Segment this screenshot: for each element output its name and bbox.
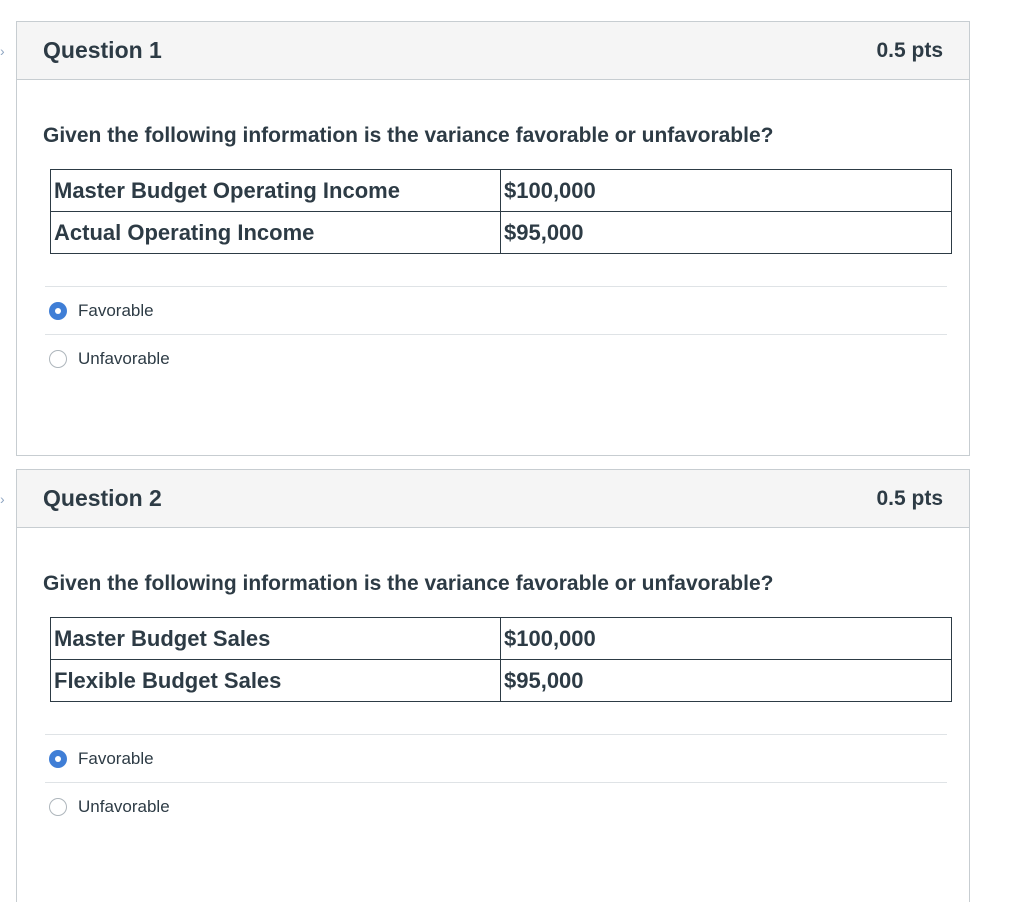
question-1: Question 1 0.5 pts Given the following i… <box>16 21 970 456</box>
table-row-label: Master Budget Operating Income <box>50 169 501 212</box>
table-row-label: Flexible Budget Sales <box>50 659 501 702</box>
answer-option-favorable[interactable]: Favorable <box>45 734 947 782</box>
question-1-title: Question 1 <box>43 37 162 63</box>
table-row: Actual Operating Income $95,000 <box>50 211 952 254</box>
answer-option-favorable[interactable]: Favorable <box>45 286 947 334</box>
answer-option-unfavorable[interactable]: Unfavorable <box>45 782 947 830</box>
radio-selected-icon[interactable] <box>49 301 67 320</box>
table-row-value: $95,000 <box>500 211 952 254</box>
table-row-value: $100,000 <box>500 169 952 212</box>
table-row: Master Budget Operating Income $100,000 <box>50 169 952 212</box>
radio-selected-icon[interactable] <box>49 749 67 768</box>
question-2-info-table: Master Budget Sales $100,000 Flexible Bu… <box>50 617 952 702</box>
question-2-body: Given the following information is the v… <box>17 528 969 902</box>
table-row-label: Actual Operating Income <box>50 211 501 254</box>
question-2-prompt: Given the following information is the v… <box>43 572 774 595</box>
answer-label[interactable]: Favorable <box>78 300 154 320</box>
radio-unselected-icon[interactable] <box>49 797 67 816</box>
answer-option-unfavorable[interactable]: Unfavorable <box>45 334 947 382</box>
question-1-prompt: Given the following information is the v… <box>43 124 774 147</box>
table-row-value: $95,000 <box>500 659 952 702</box>
table-row-label: Master Budget Sales <box>50 617 501 660</box>
question-1-answers: Favorable Unfavorable <box>45 286 947 382</box>
question-1-body: Given the following information is the v… <box>17 80 969 455</box>
table-row: Flexible Budget Sales $95,000 <box>50 659 952 702</box>
question-1-header: Question 1 0.5 pts <box>17 22 969 80</box>
question-1-info-table: Master Budget Operating Income $100,000 … <box>50 169 952 254</box>
flag-question-2-icon[interactable]: › <box>0 491 5 507</box>
question-2-points: 0.5 pts <box>876 486 943 510</box>
question-2-answers: Favorable Unfavorable <box>45 734 947 830</box>
answer-label[interactable]: Unfavorable <box>78 796 170 816</box>
question-2-title: Question 2 <box>43 485 162 511</box>
answer-label[interactable]: Unfavorable <box>78 348 170 368</box>
answer-label[interactable]: Favorable <box>78 748 154 768</box>
question-2-header: Question 2 0.5 pts <box>17 470 969 528</box>
question-1-points: 0.5 pts <box>876 38 943 62</box>
flag-question-1-icon[interactable]: › <box>0 43 5 59</box>
table-row: Master Budget Sales $100,000 <box>50 617 952 660</box>
table-row-value: $100,000 <box>500 617 952 660</box>
question-2: Question 2 0.5 pts Given the following i… <box>16 469 970 902</box>
radio-unselected-icon[interactable] <box>49 349 67 368</box>
